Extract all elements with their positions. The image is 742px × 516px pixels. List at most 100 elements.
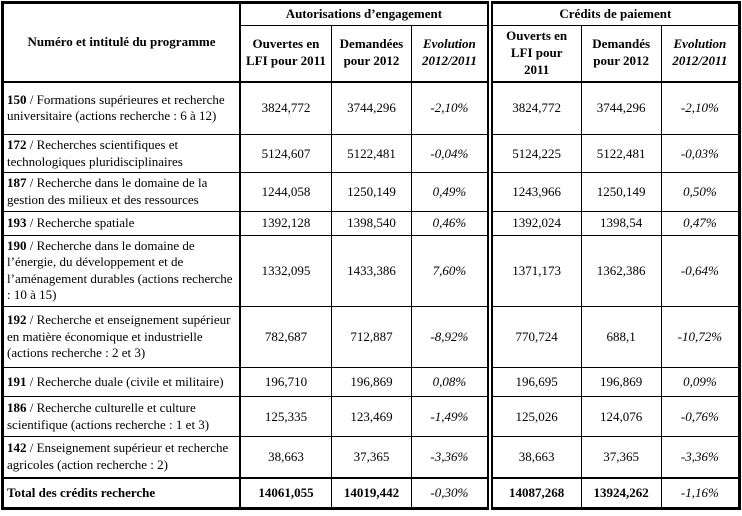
program-number: 187 [7, 175, 27, 191]
cp-value-cell: -2,10% [660, 81, 741, 136]
cp-value-cell: 1371,173 [486, 234, 582, 308]
ae-value-cell: -2,10% [411, 81, 491, 136]
cp-value-cell: 125,026 [486, 396, 582, 438]
ae-value-cell: 3744,296 [330, 81, 413, 136]
ae-value-cell: 1398,540 [330, 210, 413, 236]
ae-value-cell: -1,49% [411, 396, 491, 438]
cp-value-cell: 1392,024 [486, 210, 582, 236]
cp-value-cell: 5122,481 [580, 134, 662, 174]
program-number: 193 [7, 214, 27, 230]
cp-value-cell: 1398,54 [580, 210, 662, 236]
cp-value-cell: 0,50% [660, 172, 741, 212]
cp-value-cell: 124,076 [580, 396, 662, 438]
ae-value-cell: 1433,386 [330, 234, 413, 308]
table-row: 192 / Recherche et enseignement supérieu… [2, 306, 741, 369]
col-header-cp-evolution: Evolution 2012/2011 [660, 24, 741, 83]
cp-value-cell: -10,72% [660, 306, 741, 369]
header-sub-row: Ouvertes en LFI pour 2011 Demandées pour… [3, 24, 741, 83]
ae-value-cell: 37,365 [330, 436, 413, 479]
table-row: 150 / Formations supérieures et recherch… [2, 81, 741, 136]
cp-value-cell: 3824,772 [486, 81, 582, 136]
program-cell: 193 / Recherche spatiale [2, 210, 242, 236]
cp-value-cell: -0,76% [660, 396, 741, 438]
table-row: 187 / Recherche dans le domaine de la ge… [2, 172, 741, 212]
ae-value-cell: 0,46% [411, 210, 491, 236]
ae-value-cell: 125,335 [239, 396, 332, 438]
total-ae-value-cell: 14061,055 [239, 476, 332, 510]
ae-value-cell: 5124,607 [239, 134, 332, 174]
program-name: / Formations supérieures et recherche un… [7, 91, 225, 124]
program-name: / Recherche spatiale [29, 214, 135, 230]
group-header-credits: Crédits de paiement [486, 2, 740, 26]
cp-value-cell: 5124,225 [486, 134, 582, 174]
program-name: / Recherche dans le domaine de l’énergie… [7, 237, 233, 303]
header-group-row: Numéro et intitulé du programme Autorisa… [2, 1, 740, 83]
ae-value-cell: 5122,481 [330, 134, 413, 174]
ae-value-cell: 1244,058 [239, 172, 332, 212]
col-header-cp-ouverts: Ouverts en LFI pour 2011 [486, 24, 582, 83]
ae-value-cell: 123,469 [330, 396, 413, 438]
program-cell: 192 / Recherche et enseignement supérieu… [2, 306, 242, 369]
program-name: / Recherches scientifiques et technologi… [7, 137, 183, 169]
ae-value-cell: -0,04% [411, 134, 491, 174]
program-column-header: Numéro et intitulé du programme [2, 1, 242, 83]
ae-value-cell: 782,687 [239, 306, 332, 369]
table-row: 172 / Recherches scientifiques et techno… [2, 134, 741, 174]
col-header-ae-evolution: Evolution 2012/2011 [411, 24, 491, 83]
ae-value-cell: 0,49% [411, 172, 491, 212]
group-header-autorisations: Autorisations d’engagement [239, 2, 491, 26]
ae-value-cell: 1332,095 [239, 234, 332, 308]
program-cell: 187 / Recherche dans le domaine de la ge… [2, 172, 242, 212]
cp-value-cell: 688,1 [580, 306, 662, 369]
ae-value-cell: 196,710 [239, 367, 332, 398]
ae-value-cell: 1392,128 [239, 210, 332, 236]
ae-value-cell: 0,08% [411, 367, 491, 398]
program-number: 142 [7, 440, 27, 456]
table-row: 190 / Recherche dans le domaine de l’éne… [2, 234, 741, 308]
cp-value-cell: -0,64% [660, 234, 741, 308]
total-cp-value-cell: -1,16% [660, 476, 741, 510]
cp-value-cell: 1362,386 [580, 234, 662, 308]
ae-value-cell: 7,60% [411, 234, 491, 308]
program-cell: 191 / Recherche duale (civile et militai… [2, 367, 242, 398]
program-name: / Recherche et enseignement supérieur en… [7, 312, 231, 361]
ae-value-cell: 712,887 [330, 306, 413, 369]
ae-value-cell: 196,869 [330, 367, 413, 398]
cp-value-cell: 770,724 [486, 306, 582, 369]
total-cp-value-cell: 13924,262 [580, 476, 662, 510]
ae-value-cell: -8,92% [411, 306, 491, 369]
cp-value-cell: 1250,149 [580, 172, 662, 212]
program-name: / Enseignement supérieur et recherche ag… [7, 440, 229, 472]
cp-value-cell: -3,36% [660, 436, 741, 479]
col-header-cp-demandes: Demandés pour 2012 [580, 24, 662, 83]
program-name: / Recherche duale (civile et militaire) [29, 373, 224, 389]
total-cp-value-cell: 14087,268 [486, 476, 582, 510]
program-name: / Recherche dans le domaine de la gestio… [7, 175, 208, 207]
total-row: Total des crédits recherche 14061,055 1401… [2, 476, 741, 510]
program-number: 192 [7, 312, 27, 328]
total-ae-value-cell: -0,30% [411, 476, 491, 510]
program-cell: 190 / Recherche dans le domaine de l’éne… [2, 234, 242, 308]
program-cell: 150 / Formations supérieures et recherch… [2, 81, 242, 136]
program-cell: 172 / Recherches scientifiques et techno… [2, 134, 242, 174]
ae-value-cell: 3824,772 [239, 81, 332, 136]
ae-value-cell: 38,663 [239, 436, 332, 479]
program-number: 186 [7, 399, 27, 415]
ae-value-cell: -3,36% [411, 436, 491, 479]
table-row: 193 / Recherche spatiale 1392,128 1398,540… [2, 210, 741, 236]
cp-value-cell: -0,03% [660, 134, 741, 174]
program-number: 191 [7, 373, 27, 389]
program-cell: 186 / Recherche culturelle et culture sc… [2, 396, 242, 438]
table-row: 191 / Recherche duale (civile et militai… [2, 367, 741, 398]
col-header-ae-demandees: Demandées pour 2012 [330, 24, 413, 83]
table-row: 186 / Recherche culturelle et culture sc… [2, 396, 741, 438]
cp-value-cell: 37,365 [580, 436, 662, 479]
cp-value-cell: 3744,296 [580, 81, 662, 136]
program-number: 150 [7, 91, 27, 107]
cp-value-cell: 1243,966 [486, 172, 582, 212]
program-number: 190 [7, 237, 27, 253]
ae-value-cell: 1250,149 [330, 172, 413, 212]
program-cell: 142 / Enseignement supérieur et recherch… [2, 436, 242, 479]
